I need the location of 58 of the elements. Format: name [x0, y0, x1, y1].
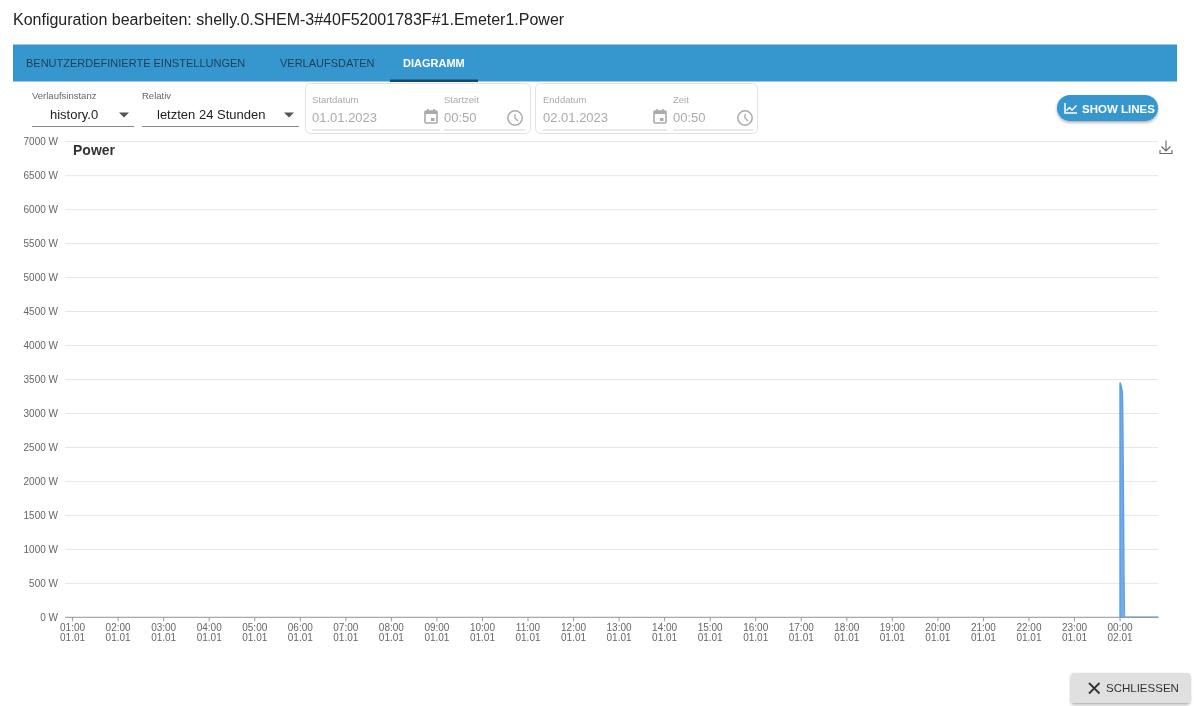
y-tick-label: 0 W: [40, 611, 59, 623]
y-tick-label: 5000 W: [23, 272, 59, 284]
y-tick-label: 7000 W: [23, 136, 59, 148]
text: Relativ: [142, 90, 172, 101]
y-tick-label: 1500 W: [23, 509, 59, 521]
y-tick-label: 1000 W: [23, 543, 59, 555]
text: SHOW LINES: [1082, 102, 1156, 115]
text: VERLAUFSDATEN: [280, 57, 375, 69]
text: Startzeit: [444, 93, 480, 105]
x-tick-label: 16:00 01.01: [743, 622, 769, 644]
x-tick-label: 08:00 01.01: [378, 622, 405, 644]
x-tick-label: 02:00 01.01: [105, 622, 132, 644]
x-tick-label: 19:00 01.01: [879, 622, 906, 644]
y-tick-label: 3500 W: [23, 374, 59, 385]
x-tick-label: 18:00 01.01: [834, 622, 860, 644]
x-tick-label: 10:00 01.01: [469, 622, 496, 644]
text: letzten 24 Stunden: [157, 106, 266, 122]
text: 01.01.2023: [312, 110, 378, 125]
x-tick-label: 15:00 01.01: [697, 622, 724, 644]
x-tick-label: 22:00 01.01: [1016, 622, 1042, 644]
x-tick-label: 21:00 01.01: [970, 622, 997, 644]
text: history.0: [50, 106, 99, 122]
y-tick-label: 500 W: [29, 577, 59, 589]
x-tick-label: 12:00 01.01: [561, 622, 587, 644]
chart-title: Power: [73, 142, 116, 158]
text: 00:50: [444, 110, 477, 125]
text: Enddatum: [543, 93, 587, 105]
y-tick-label: 6000 W: [23, 204, 59, 216]
x-tick-label: 07:00 01.01: [333, 622, 359, 644]
x-tick-label: 01:00 01.01: [60, 622, 86, 644]
text: BENUTZERDEFINIERTE EINSTELLUNGEN: [26, 57, 246, 69]
x-tick-label: 09:00 01.01: [424, 622, 450, 644]
x-tick-label: 06:00 01.01: [287, 622, 314, 644]
y-tick-label: 2000 W: [23, 475, 59, 487]
text: DIAGRAMM: [403, 57, 465, 69]
x-tick-label: 14:00 01.01: [652, 622, 678, 644]
text: Verlaufsinstanz: [32, 90, 97, 101]
text: SCHLIESSEN: [1106, 682, 1179, 694]
x-tick-label: 23:00 01.01: [1061, 622, 1088, 644]
y-tick-label: 6500 W: [23, 170, 59, 182]
x-tick-label: 05:00 01.01: [242, 622, 268, 644]
x-tick-label: 04:00 01.01: [196, 622, 223, 644]
x-tick-label: 00:00 02.01: [1107, 622, 1133, 644]
y-tick-label: 4500 W: [23, 306, 59, 318]
text: Startdatum: [312, 93, 359, 105]
x-tick-label: 03:00 01.01: [151, 622, 177, 644]
x-tick-label: 20:00 01.01: [925, 622, 951, 644]
y-tick-label: 2500 W: [23, 441, 59, 453]
y-tick-label: 4000 W: [23, 340, 59, 352]
y-tick-label: 5500 W: [23, 238, 59, 250]
text: 00:50: [673, 110, 706, 125]
x-tick-label: 13:00 01.01: [606, 622, 633, 644]
text: Konfiguration bearbeiten: shelly.0.SHEM-3#40F52001783F#1.Emeter1.Power: [13, 11, 565, 28]
text: 02.01.2023: [543, 110, 609, 125]
y-tick-label: 3000 W: [23, 407, 59, 419]
x-tick-label: 17:00 01.01: [788, 622, 815, 644]
x-tick-label: 11:00 01.01: [515, 622, 541, 644]
text: Zeit: [673, 93, 690, 105]
